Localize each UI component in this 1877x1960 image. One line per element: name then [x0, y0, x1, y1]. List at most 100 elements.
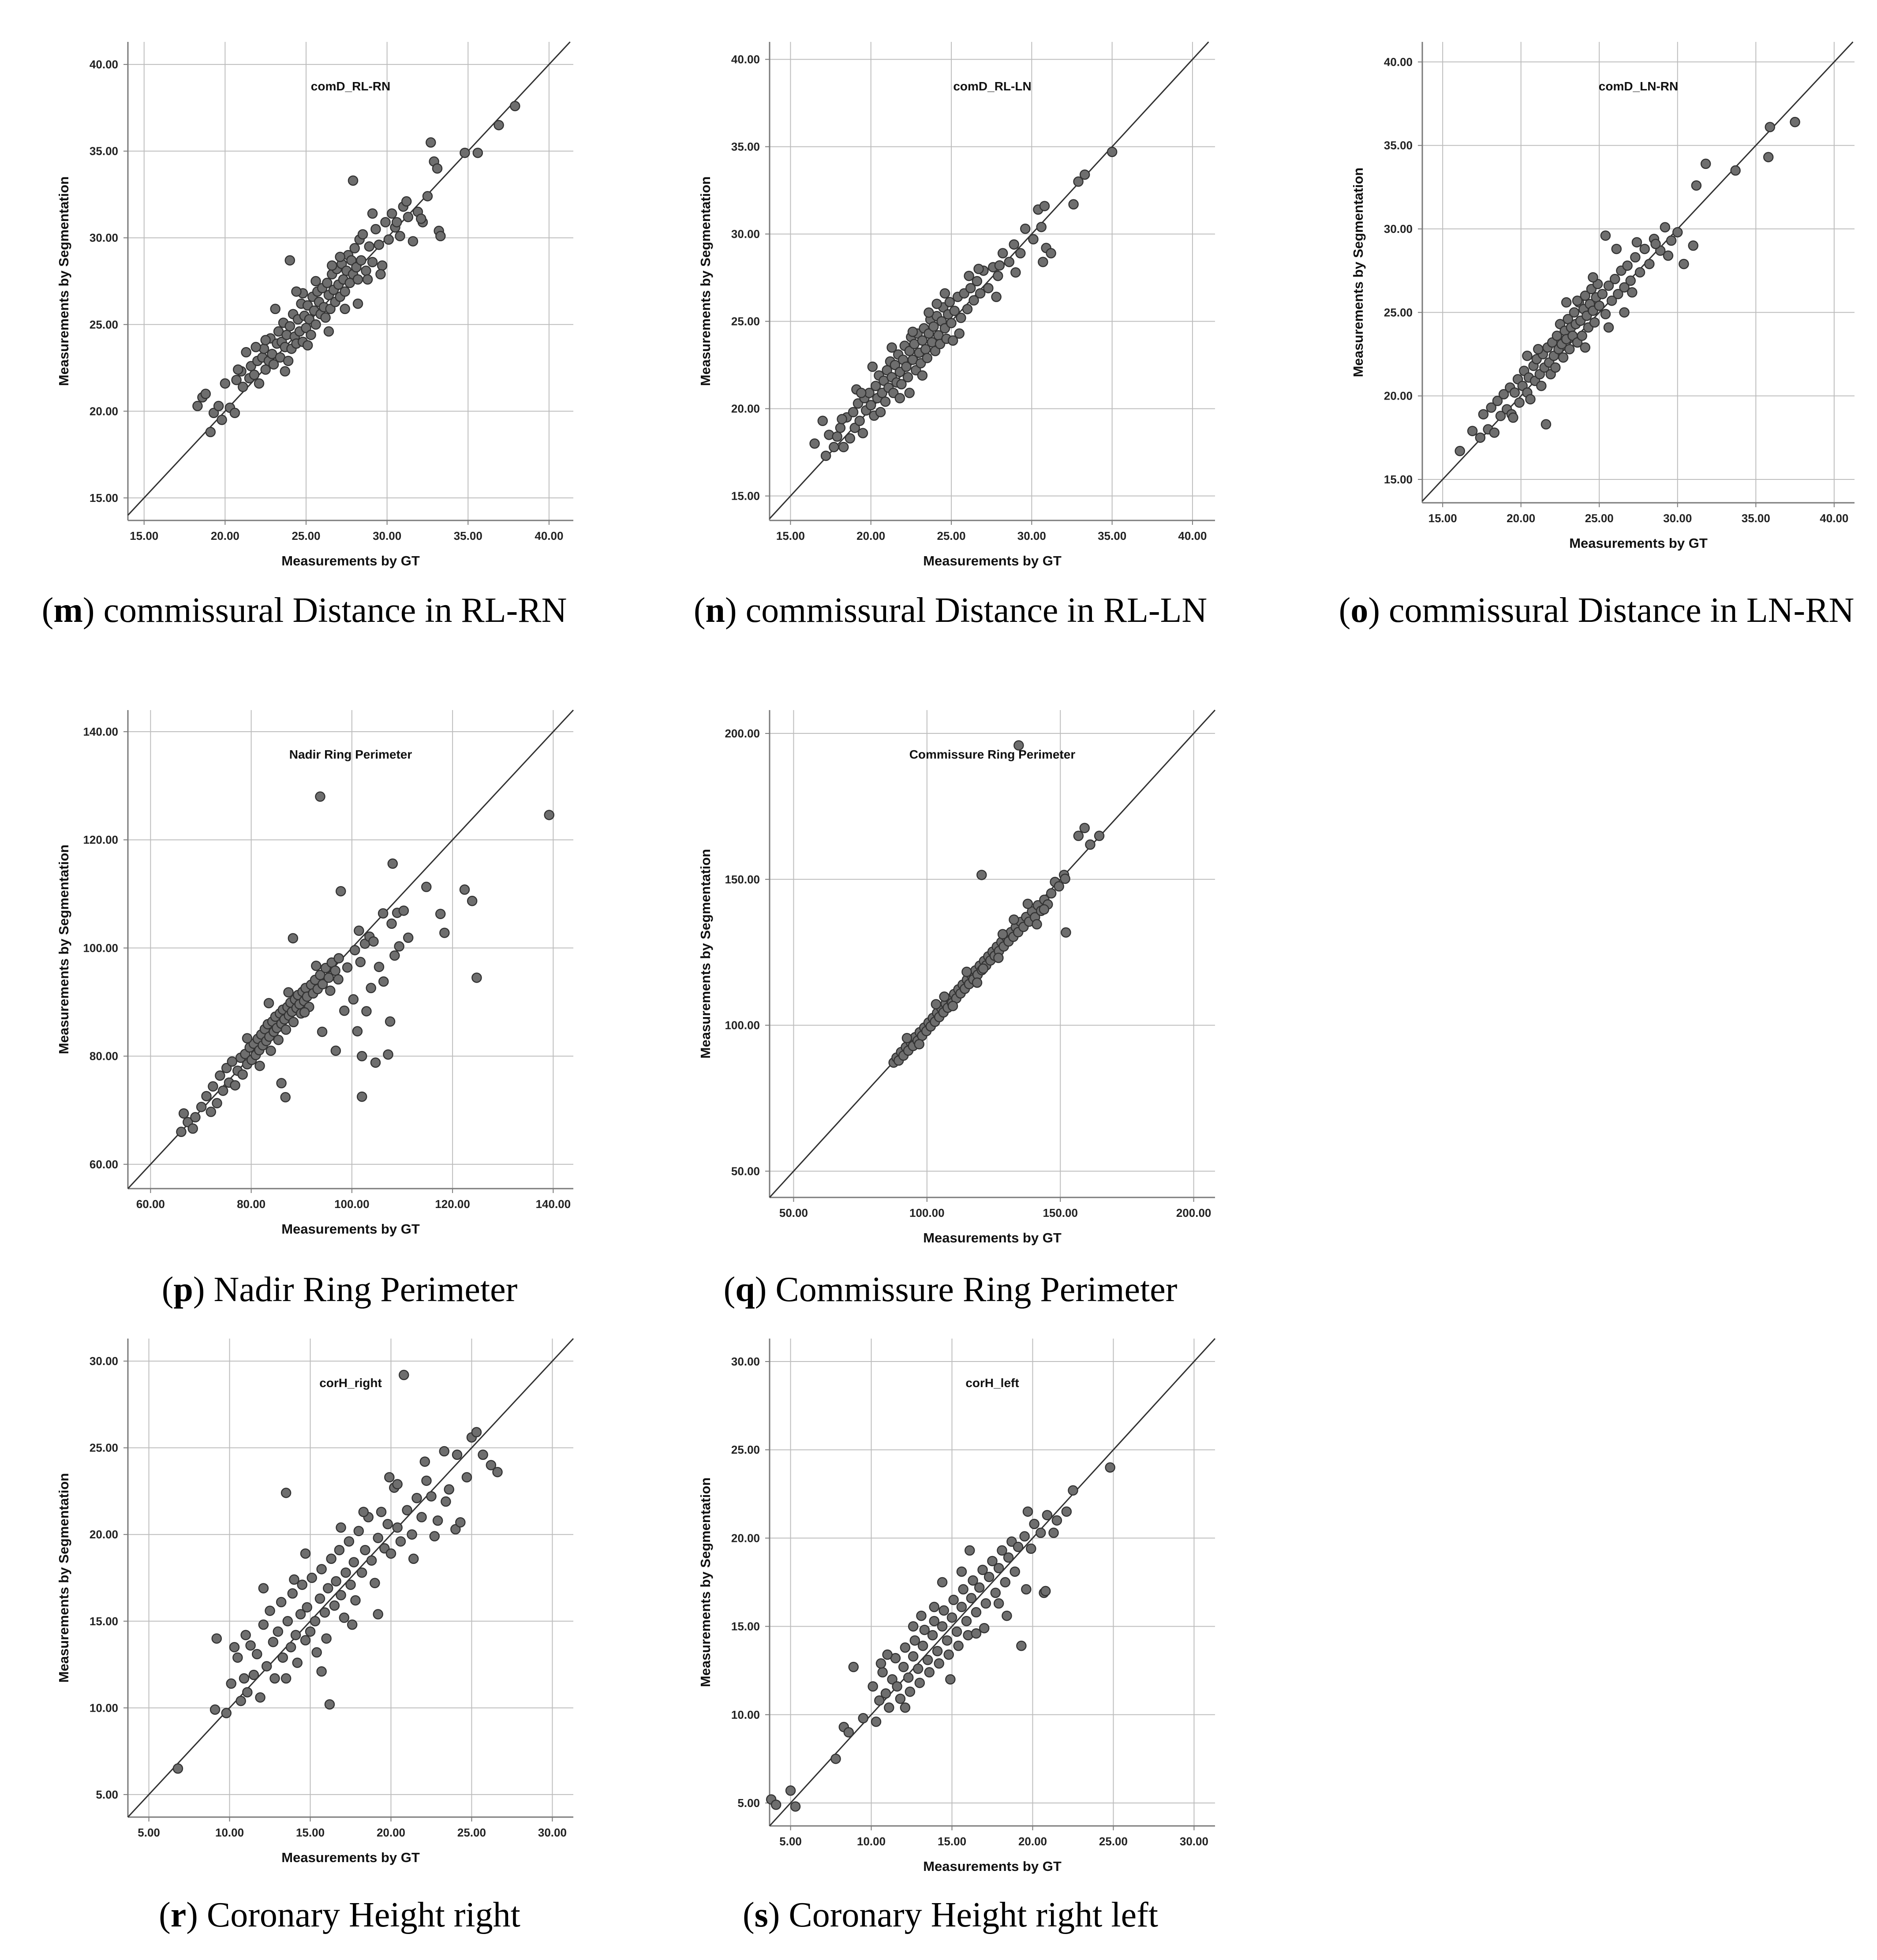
y-tick-label: 25.00 [90, 318, 118, 331]
x-axis-title: Measurements by GT [281, 553, 420, 569]
scatter-chart-q: 50.00 100.00 150.00 200.00 50.00 100.00 150.00… [698, 709, 1216, 1246]
data-point [939, 288, 950, 299]
data-point [917, 1640, 928, 1651]
caption-text: Coronary Height right [206, 1896, 520, 1934]
y-tick-label: 40.00 [731, 53, 760, 66]
data-point [1002, 1610, 1012, 1621]
data-point [268, 1637, 279, 1647]
data-point [441, 1496, 451, 1507]
data-point [302, 340, 313, 351]
data-point [1600, 230, 1611, 241]
data-point [311, 1647, 322, 1658]
data-point [361, 266, 371, 276]
data-point [932, 1646, 943, 1657]
data-point [954, 328, 965, 339]
data-point [1478, 409, 1489, 420]
data-point [471, 973, 482, 983]
data-point [1073, 830, 1084, 841]
caption-q: (q) Commissure Ring Perimeter [723, 1270, 1178, 1309]
chart-title: comD_RL-RN [311, 79, 390, 93]
x-axis-title: Measurements by GT [923, 1859, 1062, 1874]
data-point [344, 1536, 355, 1547]
data-point [832, 431, 842, 442]
data-point [310, 1616, 321, 1627]
data-point [394, 941, 404, 952]
data-point [450, 1524, 461, 1535]
data-point [931, 299, 942, 309]
data-point [349, 945, 360, 956]
y-tick-label: 150.00 [725, 873, 760, 886]
data-point [320, 312, 331, 323]
data-point [1022, 898, 1033, 909]
data-point [190, 1112, 201, 1122]
data-point [358, 1507, 369, 1517]
data-point [856, 388, 867, 398]
data-point [377, 260, 388, 271]
scatter-chart-m: 15.00 20.00 25.00 30.00 35.00 40.00 15.00 20.00… [56, 41, 573, 569]
data-point [848, 1661, 859, 1672]
data-point [367, 257, 378, 268]
data-point [894, 393, 905, 404]
y-tick-label: 30.00 [90, 231, 118, 244]
data-point [1019, 1531, 1030, 1542]
x-tick-label: 35.00 [454, 529, 482, 542]
data-point [1639, 243, 1650, 254]
y-tick-label: 100.00 [83, 941, 118, 954]
data-point [1068, 199, 1079, 210]
data-point [317, 1026, 328, 1037]
data-point [206, 1107, 217, 1117]
data-point [352, 298, 363, 309]
y-tick-label: 35.00 [1384, 139, 1413, 152]
data-point [1522, 351, 1533, 361]
data-point [255, 1692, 265, 1703]
data-point [958, 1584, 968, 1595]
data-point [231, 374, 242, 385]
x-tick-label: 25.00 [457, 1826, 486, 1839]
data-point [1672, 227, 1683, 238]
data-point [1015, 248, 1026, 258]
data-point [478, 1449, 488, 1460]
scatter-chart-r: 5.00 10.00 15.00 20.00 25.00 30.00 5.00 10.00 15… [56, 1338, 574, 1865]
data-point [1021, 1584, 1032, 1595]
data-point [374, 239, 385, 250]
data-point [232, 364, 243, 375]
data-point [809, 438, 820, 449]
data-point [976, 870, 987, 880]
data-point [1580, 342, 1591, 353]
data-point [977, 1564, 988, 1575]
data-point [408, 1553, 419, 1564]
data-point [283, 355, 294, 367]
data-point [374, 961, 385, 973]
data-point [980, 1598, 991, 1609]
data-point [229, 408, 240, 419]
caption-letter: o [1350, 591, 1368, 630]
data-point [221, 1708, 232, 1718]
data-point [327, 260, 337, 271]
data-point [265, 1045, 276, 1056]
data-point [208, 408, 219, 419]
identity-reference-line [769, 1338, 1216, 1827]
data-point [258, 1583, 269, 1593]
x-axis-title: Measurements by GT [281, 1850, 420, 1865]
data-point [335, 886, 346, 897]
data-point [1630, 252, 1641, 263]
data-point [924, 307, 934, 318]
data-point [946, 318, 957, 329]
data-point [323, 973, 334, 983]
data-point [242, 1033, 253, 1044]
data-point [209, 1704, 221, 1715]
data-point [1028, 234, 1039, 245]
x-tick-label: 40.00 [535, 529, 563, 542]
data-point [978, 963, 989, 974]
data-point [226, 1678, 236, 1689]
data-point [360, 1545, 370, 1556]
data-point [455, 1517, 466, 1528]
data-point [288, 1017, 299, 1028]
data-point [510, 101, 520, 112]
data-point [339, 1612, 350, 1623]
data-point [292, 1657, 303, 1668]
data-point [215, 1070, 225, 1081]
data-point [901, 1032, 912, 1044]
x-tick-label: 5.00 [779, 1835, 802, 1848]
data-point [340, 1567, 351, 1578]
